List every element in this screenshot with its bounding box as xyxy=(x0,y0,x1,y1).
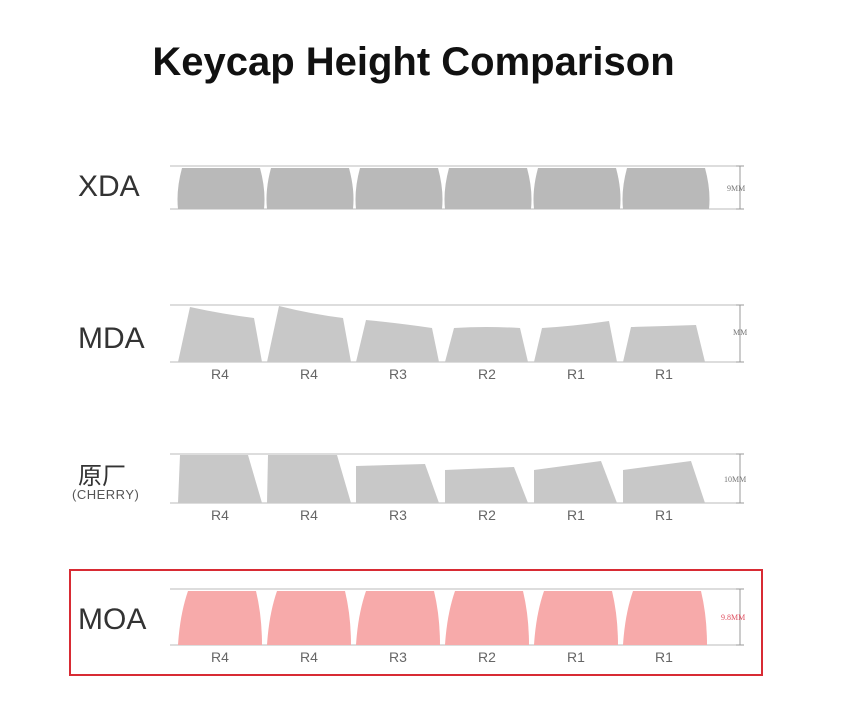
profile-sublabel-cherry: (CHERRY) xyxy=(72,487,140,502)
moa-keycap xyxy=(356,591,440,645)
mda-keycap xyxy=(534,321,617,362)
row-label: R3 xyxy=(389,507,407,523)
mda-keycap xyxy=(178,307,262,362)
cherry-keycap xyxy=(356,464,439,503)
profile-label-moa: MOA xyxy=(78,603,147,636)
row-label: R4 xyxy=(300,649,318,665)
page-title: Keycap Height Comparison xyxy=(152,40,675,84)
row-label: R4 xyxy=(211,507,229,523)
moa-keycap xyxy=(623,591,707,645)
cherry-keycap xyxy=(623,461,705,503)
row-label: R1 xyxy=(567,507,585,523)
row-label: R2 xyxy=(478,507,496,523)
cherry-keycap xyxy=(178,455,262,503)
profile-label-xda: XDA xyxy=(78,170,140,203)
mda-keycap xyxy=(267,306,351,362)
mda-keycap xyxy=(623,325,705,362)
moa-keycap xyxy=(178,591,262,645)
row-label: R1 xyxy=(655,507,673,523)
cherry-keycap xyxy=(445,467,528,503)
xda-keycap xyxy=(444,168,532,209)
mda-height-label: MM xyxy=(733,328,747,337)
moa-height-label: 9.8MM xyxy=(721,613,745,622)
xda-profile-row: 9MM xyxy=(170,165,745,210)
profile-label-mda: MDA xyxy=(78,322,145,355)
xda-keycap xyxy=(622,168,710,209)
row-label: R2 xyxy=(478,366,496,382)
row-label: R4 xyxy=(300,507,318,523)
xda-keycap xyxy=(177,168,265,209)
profile-label-cherry: 原厂 xyxy=(78,463,126,490)
mda-keycap xyxy=(445,327,528,362)
moa-keycap xyxy=(534,591,618,645)
row-label: R1 xyxy=(567,649,585,665)
mda-keycap xyxy=(356,320,439,362)
row-label: R3 xyxy=(389,366,407,382)
cherry-profile-row: 10MM R4 R4 R3 R2 R1 R1 xyxy=(170,453,746,523)
row-label: R4 xyxy=(211,366,229,382)
cherry-keycap xyxy=(267,455,351,503)
mda-profile-row: MM R4 R4 R3 R2 R1 R1 xyxy=(170,304,747,382)
moa-keycap xyxy=(267,591,351,645)
xda-keycap xyxy=(533,168,621,209)
moa-profile-row: 9.8MM R4 R4 R3 R2 R1 R1 xyxy=(170,588,745,665)
cherry-keycap xyxy=(534,461,617,503)
moa-keycap xyxy=(445,591,529,645)
moa-highlight-box xyxy=(69,569,763,676)
row-label: R1 xyxy=(655,366,673,382)
row-label: R2 xyxy=(478,649,496,665)
xda-keycap xyxy=(355,168,443,209)
row-label: R3 xyxy=(389,649,407,665)
row-label: R4 xyxy=(300,366,318,382)
row-label: R1 xyxy=(567,366,585,382)
row-label: R1 xyxy=(655,649,673,665)
xda-keycap xyxy=(266,168,354,209)
xda-height-label: 9MM xyxy=(727,184,745,193)
row-label: R4 xyxy=(211,649,229,665)
cherry-height-label: 10MM xyxy=(724,475,746,484)
